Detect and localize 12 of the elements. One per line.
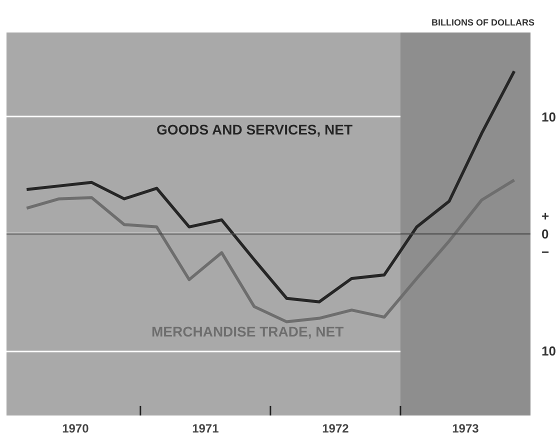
line-series xyxy=(25,178,516,324)
line-series xyxy=(25,70,516,304)
x-tick-label: 1970 xyxy=(62,422,90,435)
text: GOODS AND SERVICES, NET xyxy=(156,122,353,138)
y-tick-label: 10 xyxy=(542,344,556,359)
series-label: MERCHANDISE TRADE, NET xyxy=(152,324,344,340)
x-tick-label: 1973 xyxy=(452,422,480,435)
x-tick-label: 1971 xyxy=(192,422,220,435)
x-tick-label: 1972 xyxy=(322,422,350,435)
y-tick-label: + 0 − xyxy=(542,208,550,260)
y-axis-title: BILLIONS OF DOLLARS xyxy=(432,18,535,28)
y-tick-label: 10 xyxy=(542,109,556,124)
